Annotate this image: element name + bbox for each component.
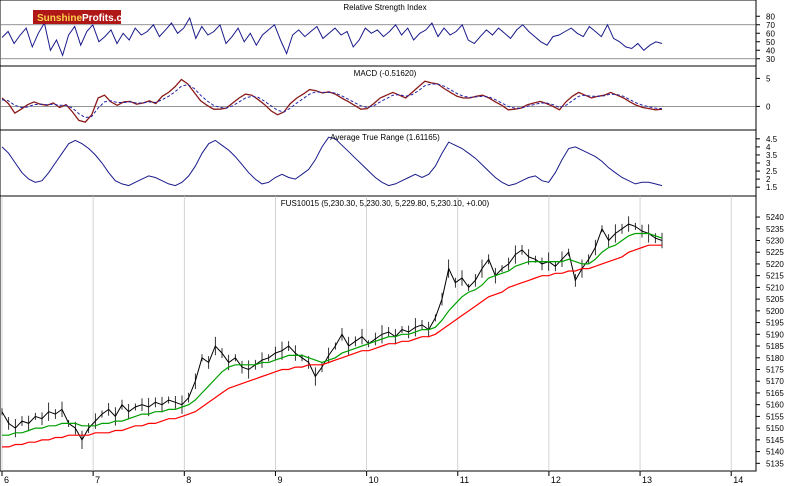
y-tick-label: 5200 bbox=[766, 307, 784, 316]
y-tick-label: 2.5 bbox=[766, 167, 778, 176]
y-tick-label: 5225 bbox=[766, 248, 784, 257]
y-tick-label: 5205 bbox=[766, 295, 784, 304]
y-tick-label: 30 bbox=[766, 55, 775, 64]
y-tick-label: 4 bbox=[766, 143, 771, 152]
y-tick-label: 5135 bbox=[766, 459, 784, 468]
y-tick-label: 5215 bbox=[766, 272, 784, 281]
x-tick-label: 12 bbox=[551, 475, 561, 485]
x-tick-label: 8 bbox=[186, 475, 191, 485]
y-tick-label: 5190 bbox=[766, 330, 784, 339]
y-tick-label: 5160 bbox=[766, 401, 784, 410]
series-line-1-1 bbox=[1, 83, 663, 119]
series-line-0-0 bbox=[1, 16, 663, 57]
y-tick-label: 5155 bbox=[766, 412, 784, 421]
y-tick-label: 60 bbox=[766, 29, 775, 38]
y-tick-label: 5150 bbox=[766, 424, 784, 433]
rsi-title: Relative Strength Index bbox=[343, 3, 426, 12]
logo-text-part1: Sunshine bbox=[37, 13, 82, 24]
x-tick-label: 13 bbox=[642, 475, 652, 485]
logo-background bbox=[33, 10, 121, 24]
series-line-3-2 bbox=[2, 244, 662, 448]
series-line-3-0 bbox=[1, 223, 663, 441]
rsi-panel bbox=[0, 0, 757, 67]
x-tick-label: 11 bbox=[460, 475, 469, 485]
series-line-3-1 bbox=[2, 232, 663, 436]
logo-text-part2: Profits bbox=[82, 13, 114, 24]
y-tick-label: 40 bbox=[766, 46, 775, 55]
series-line-2-0 bbox=[1, 136, 663, 187]
series-layer bbox=[1, 16, 663, 450]
macd-panel bbox=[0, 65, 757, 131]
y-tick-label: 3.5 bbox=[766, 151, 778, 160]
x-tick-label: 7 bbox=[95, 475, 100, 485]
y-tick-label: 5165 bbox=[766, 389, 784, 398]
y-tick-label: 5235 bbox=[766, 225, 784, 234]
y-tick-label: 5240 bbox=[766, 213, 784, 222]
macd-title: MACD (-0.51620) bbox=[354, 69, 417, 78]
y-tick-label: 5185 bbox=[766, 342, 784, 351]
y-tick-label: 5220 bbox=[766, 260, 784, 269]
y-tick-label: 5210 bbox=[766, 283, 784, 292]
x-tick-label: 9 bbox=[277, 475, 282, 485]
y-tick-label: 5195 bbox=[766, 319, 784, 328]
atr-title: Average True Range (1.61165) bbox=[330, 133, 440, 142]
y-tick-label: 80 bbox=[766, 12, 775, 21]
y-tick-label: 5175 bbox=[766, 365, 784, 374]
y-tick-label: 2 bbox=[766, 175, 771, 184]
y-tick-label: 5170 bbox=[766, 377, 784, 386]
price-panel bbox=[0, 195, 757, 472]
y-tick-label: 5145 bbox=[766, 436, 784, 445]
y-tick-label: 5180 bbox=[766, 354, 784, 363]
x-tick-label: 10 bbox=[369, 475, 379, 485]
y-tick-label: 4.5 bbox=[766, 135, 778, 144]
sunshine-profits-logo: SunshineProfits.com bbox=[33, 10, 137, 24]
logo-text: SunshineProfits.com bbox=[37, 13, 137, 24]
y-tick-label: 5140 bbox=[766, 448, 784, 457]
x-tick-label: 14 bbox=[733, 475, 743, 485]
y-tick-label: 0 bbox=[766, 102, 771, 111]
series-line-1-0 bbox=[1, 78, 663, 123]
price-title: FUS10015 (5,230.30, 5,230.30, 5,229.80, … bbox=[281, 199, 490, 208]
grid-layer bbox=[0, 24, 756, 476]
y-tick-label: 3 bbox=[766, 159, 771, 168]
y-tick-label: 70 bbox=[766, 21, 775, 30]
x-tick-label: 6 bbox=[4, 475, 9, 485]
y-tick-label: 50 bbox=[766, 38, 775, 47]
y-tick-label: 5 bbox=[766, 74, 771, 83]
logo-text-part3: .com bbox=[114, 13, 137, 24]
y-tick-label: 5230 bbox=[766, 236, 784, 245]
y-tick-label: 1.5 bbox=[766, 183, 778, 192]
